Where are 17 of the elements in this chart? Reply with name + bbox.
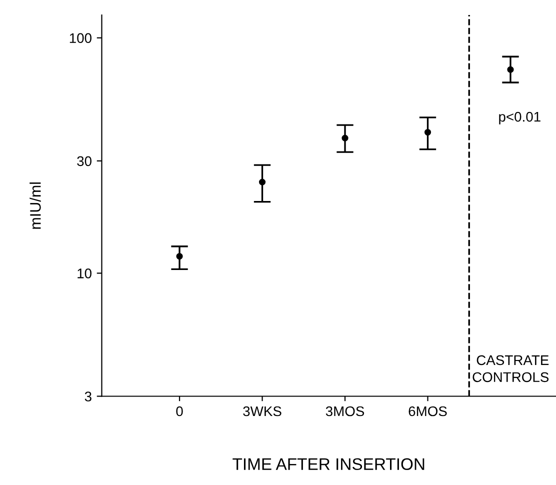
x-tick-label: 3WKS <box>243 406 282 416</box>
x-tick-label: 3MOS <box>326 406 364 416</box>
y-tick-label: 30 <box>77 156 92 166</box>
point <box>176 252 183 260</box>
point <box>342 134 348 142</box>
y-tick-label: 10 <box>78 268 92 278</box>
point <box>424 128 432 136</box>
point <box>258 178 266 186</box>
x-tick-label: 0 <box>176 406 183 416</box>
y-tick-label: 100 <box>70 33 92 44</box>
y-tick-label: 3 <box>84 392 92 402</box>
x-tick-label: 6MOS <box>408 406 447 416</box>
annotation: p<0.01 <box>499 112 540 124</box>
annotation: CASTRATE CONTROLS <box>472 355 549 382</box>
x-axis-title: TIME AFTER INSERTION <box>232 458 424 470</box>
point <box>507 66 514 73</box>
y-axis-title: mIU/ml <box>30 182 41 229</box>
